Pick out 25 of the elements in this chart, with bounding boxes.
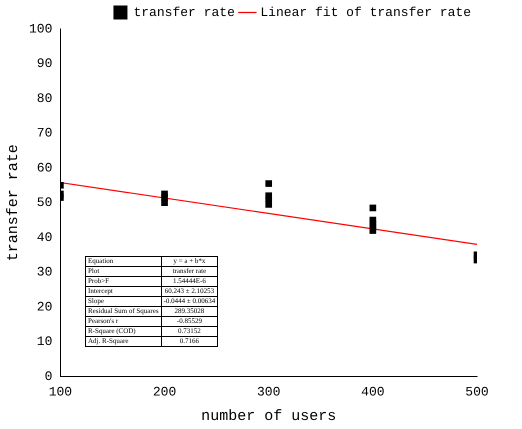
y-tick-label: 50 [36, 195, 52, 210]
x-tick-label: 400 [361, 384, 385, 400]
y-axis-title: transfer rate [4, 144, 22, 262]
point [370, 204, 376, 212]
y-tick-label: 40 [36, 230, 52, 245]
x-tick-label: 500 [465, 384, 489, 400]
x-tick-label: 300 [257, 384, 280, 400]
y-tick-label: 20 [36, 299, 52, 314]
legend-label: transfer rate [133, 4, 235, 20]
x-axis-title: number of users [201, 408, 336, 425]
x-tick-label: 200 [152, 384, 176, 400]
x-tick-label: 100 [48, 384, 72, 400]
point [161, 199, 168, 206]
y-tick-label: 70 [36, 126, 52, 141]
y-tick-label: 10 [36, 334, 52, 350]
point [265, 180, 272, 187]
legend-label: Linear fit of transfer rate [260, 4, 472, 20]
y-tick-label: 90 [36, 56, 52, 72]
y-tick-label: 100 [29, 21, 52, 36]
y-tick-label: 30 [36, 264, 52, 280]
point [370, 227, 376, 234]
y-tick-label: 60 [36, 160, 52, 176]
y-tick-label: 80 [36, 90, 52, 106]
y-tick-label: 0 [44, 368, 52, 384]
point [265, 201, 272, 208]
